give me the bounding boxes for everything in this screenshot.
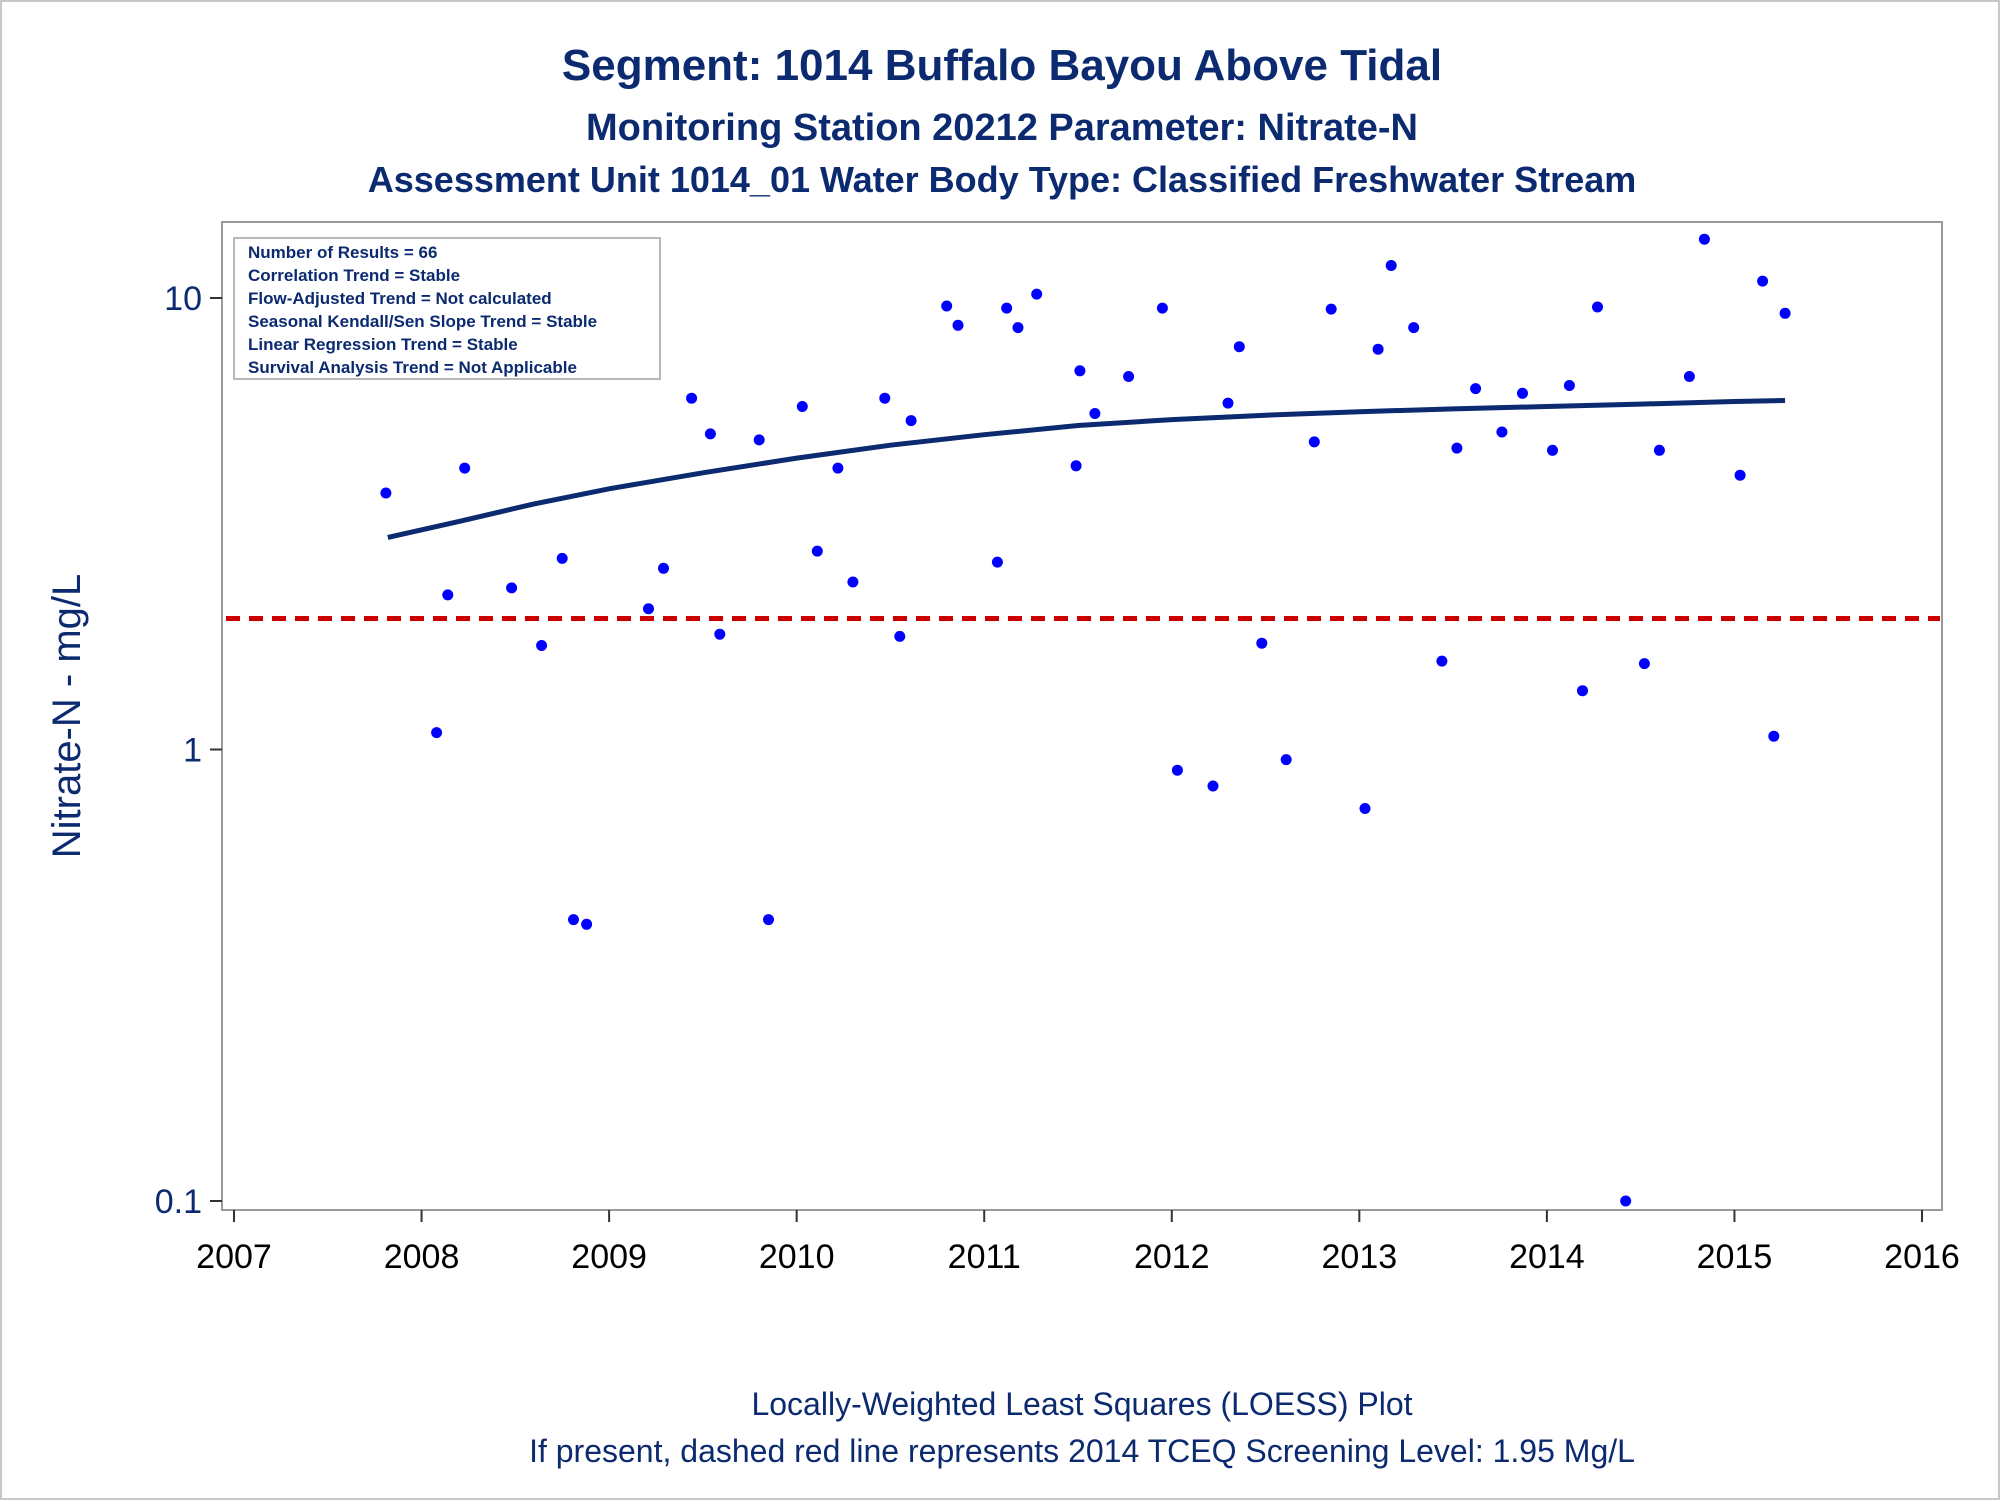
data-point <box>568 914 579 926</box>
data-point <box>1547 444 1558 456</box>
data-point <box>1734 469 1746 481</box>
data-point <box>1563 380 1575 391</box>
data-point <box>1470 383 1482 395</box>
data-point <box>796 401 808 412</box>
y-tick-label: 10 <box>164 280 202 318</box>
x-tick-label: 2012 <box>1134 1238 1210 1276</box>
data-point <box>704 428 716 440</box>
data-point <box>1256 637 1268 649</box>
data-point <box>1683 371 1695 382</box>
data-point <box>952 319 964 331</box>
data-point <box>459 462 471 474</box>
axes: 2007 2008 2009 2010 2011 2012 2013 2014 2015 2016… <box>155 280 1960 1276</box>
data-point <box>686 392 698 404</box>
footnote-loess: Locally-Weighted Least Squares (LOESS) P… <box>751 1386 1412 1422</box>
x-tick-label: 2009 <box>571 1238 647 1276</box>
footnote-screening: If present, dashed red line represents 2… <box>529 1433 1635 1469</box>
data-point <box>991 556 1003 568</box>
loess-trend-line <box>387 398 1786 540</box>
annotation-line-2: Correlation Trend = Stable <box>248 266 460 285</box>
data-point <box>442 589 454 601</box>
data-point <box>556 552 568 564</box>
data-point <box>1089 408 1101 419</box>
data-point <box>1280 754 1292 766</box>
data-point <box>894 630 906 642</box>
x-tick-label: 2014 <box>1509 1238 1585 1276</box>
data-point <box>536 640 548 651</box>
data-point <box>1325 303 1337 315</box>
data-point <box>1012 322 1024 334</box>
data-point <box>905 415 917 427</box>
data-point <box>1496 426 1508 438</box>
data-point <box>763 914 774 926</box>
x-tick-label: 2008 <box>384 1238 460 1276</box>
data-points <box>380 233 1791 1207</box>
data-point <box>1638 658 1650 670</box>
data-point <box>581 918 593 930</box>
y-tick-label: 0.1 <box>155 1183 202 1221</box>
data-point <box>1001 302 1013 314</box>
data-point <box>1620 1195 1632 1207</box>
data-point <box>1233 341 1245 353</box>
x-tick-label: 2013 <box>1322 1238 1398 1276</box>
x-tick-label: 2007 <box>196 1238 272 1276</box>
data-point <box>832 462 844 474</box>
data-point <box>753 434 765 446</box>
data-point <box>941 300 953 312</box>
data-point <box>1372 343 1384 355</box>
plot-area-frame <box>221 221 1943 1211</box>
data-point <box>1385 260 1397 271</box>
x-tick-label: 2016 <box>1884 1238 1960 1276</box>
data-point <box>1222 397 1234 409</box>
data-point <box>811 545 823 557</box>
data-point <box>506 582 518 594</box>
data-point <box>1653 444 1665 456</box>
annotation-line-5: Linear Regression Trend = Stable <box>248 335 518 354</box>
data-point <box>1359 803 1371 814</box>
annotation-line-4: Seasonal Kendall/Sen Slope Trend = Stabl… <box>248 312 597 331</box>
data-point <box>1451 442 1463 454</box>
data-point <box>1074 365 1086 377</box>
chart-subtitle-2: Assessment Unit 1014_01 Water Body Type:… <box>368 159 1637 200</box>
data-point <box>1031 288 1043 300</box>
data-point <box>879 392 891 404</box>
data-point <box>1436 655 1448 667</box>
data-point <box>1070 460 1082 472</box>
data-point <box>1698 233 1710 245</box>
data-point <box>1308 436 1320 448</box>
annotation-line-1: Number of Results = 66 <box>248 243 437 262</box>
data-point <box>1757 275 1769 287</box>
annotation-line-6: Survival Analysis Trend = Not Applicable <box>248 358 577 377</box>
data-point <box>643 603 654 615</box>
data-point <box>714 628 726 640</box>
annotation-box <box>233 237 661 380</box>
data-point <box>1408 322 1420 334</box>
data-point <box>1171 764 1183 776</box>
data-point <box>380 487 392 499</box>
data-point <box>431 727 443 739</box>
y-axis-label: Nitrate-N - mg/L <box>45 574 89 859</box>
data-point <box>847 576 859 588</box>
data-point <box>1123 371 1135 382</box>
x-tick-label: 2015 <box>1697 1238 1773 1276</box>
x-tick-label: 2010 <box>759 1238 835 1276</box>
data-point <box>1592 301 1603 313</box>
chart-title: Segment: 1014 Buffalo Bayou Above Tidal <box>562 41 1442 90</box>
y-tick-label: 1 <box>183 732 202 770</box>
x-tick-label: 2011 <box>948 1238 1021 1276</box>
annotation-line-3: Flow-Adjusted Trend = Not calculated <box>248 289 552 308</box>
data-point <box>1207 780 1219 792</box>
data-point <box>1577 685 1588 697</box>
chart-subtitle: Monitoring Station 20212 Parameter: Nitr… <box>586 107 1418 149</box>
data-point <box>1779 307 1791 319</box>
data-point <box>1517 387 1528 399</box>
data-point <box>1768 730 1780 742</box>
data-point <box>658 562 669 574</box>
data-point <box>1156 302 1168 314</box>
